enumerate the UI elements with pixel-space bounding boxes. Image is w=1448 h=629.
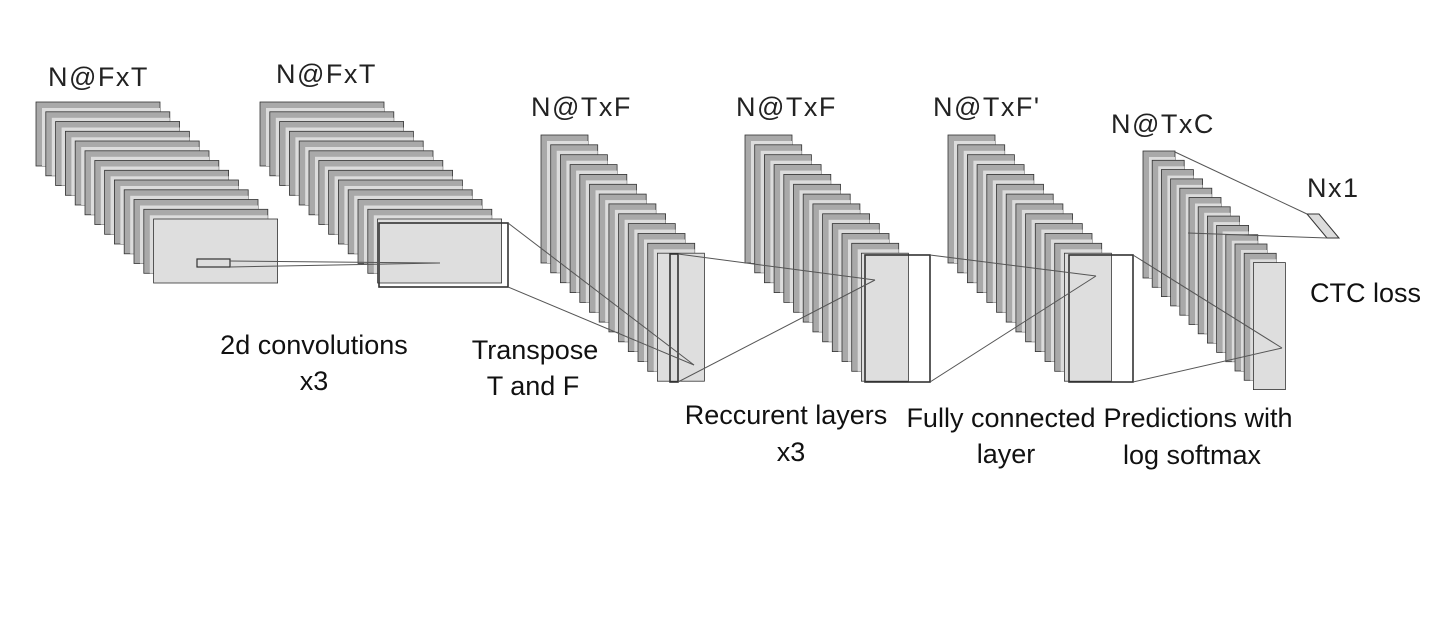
transpose-output-region xyxy=(669,253,679,383)
loss-dim-label: Nx1 xyxy=(1307,173,1360,203)
fc-caption-line1: Fully connected xyxy=(906,403,1095,433)
predictions-feature-map-stack xyxy=(1142,150,1286,391)
recurrent-output-region xyxy=(864,254,931,383)
front-feature-map xyxy=(861,252,909,382)
pred-caption-line2: log softmax xyxy=(1123,440,1262,470)
recurrent-caption-line1: Reccurent layers xyxy=(685,400,888,430)
conv-feature-map-stack xyxy=(259,101,503,284)
input-conv-kernel xyxy=(196,258,231,268)
loss-output-shape xyxy=(1305,213,1341,239)
fc-caption-line2: layer xyxy=(977,439,1036,469)
front-feature-map xyxy=(153,218,279,284)
transpose-caption-line1: Transpose xyxy=(472,335,599,365)
fc-dim-label: N@TxF' xyxy=(933,92,1041,122)
recurrent-caption-line2: x3 xyxy=(777,437,806,467)
front-feature-map xyxy=(1253,262,1286,391)
fc-output-region xyxy=(1068,254,1134,383)
loss-caption: CTC loss xyxy=(1310,278,1421,308)
input-feature-map-stack xyxy=(35,101,279,284)
recurrent-dim-label: N@TxF xyxy=(736,92,837,122)
transpose-caption-line2: T and F xyxy=(487,371,580,401)
pred-caption-line1: Predictions with xyxy=(1103,403,1292,433)
transpose-dim-label: N@TxF xyxy=(531,92,632,122)
front-feature-map xyxy=(377,218,503,284)
front-feature-map xyxy=(657,252,705,382)
conv-caption-line1: 2d convolutions xyxy=(220,330,408,360)
recurrent-feature-map-stack xyxy=(744,134,909,382)
connector-lines xyxy=(229,151,1328,383)
input-dim-label: N@FxT xyxy=(48,62,149,92)
conv-caption-line2: x3 xyxy=(300,366,329,396)
conv-dim-label: N@FxT xyxy=(276,59,377,89)
fully-connected-feature-map-stack xyxy=(947,134,1112,382)
pred-dim-label: N@TxC xyxy=(1111,109,1215,139)
conv-output-region xyxy=(378,222,509,288)
